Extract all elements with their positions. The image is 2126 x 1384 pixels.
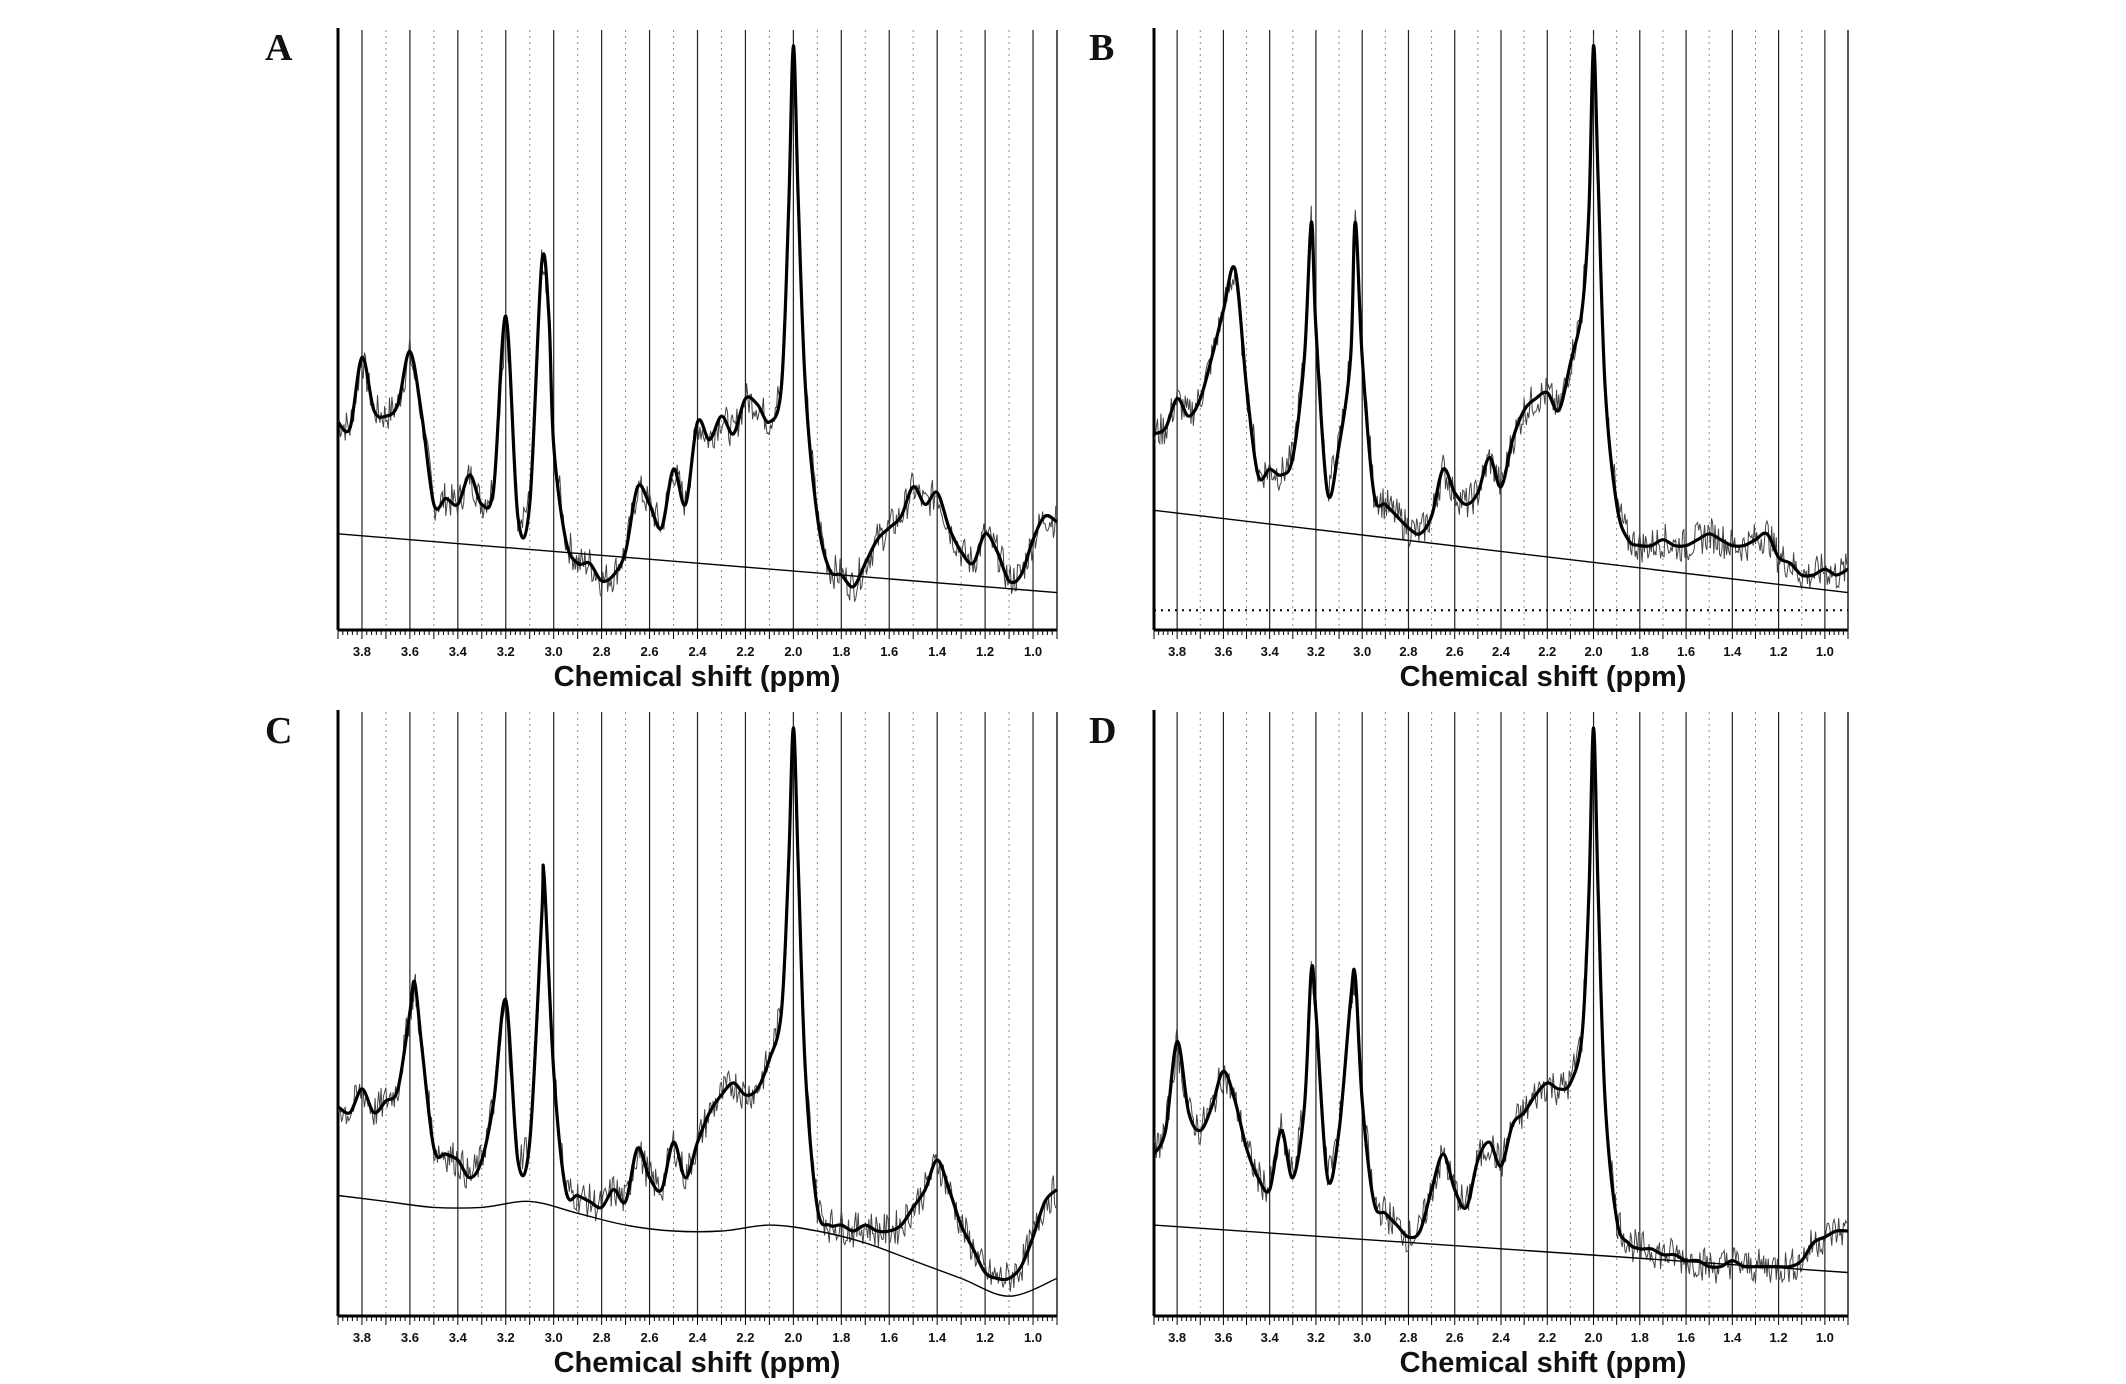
x-tick-label: 1.6 <box>880 1330 898 1345</box>
x-tick-label: 3.2 <box>1307 1330 1325 1345</box>
spectrum-panel-c: 3.8 3.6 3.4 3.2 3.0 2.8 2.6 2.4 2.2 2.0 1.8 1.6 1.4 1… <box>336 710 1059 1345</box>
x-tick-label: 2.6 <box>641 1330 659 1345</box>
spectrum-fit-line <box>336 44 1058 589</box>
spectrum-raw-trace <box>337 54 1057 602</box>
x-tick-label: 2.8 <box>593 644 611 659</box>
x-tick-label: 3.0 <box>545 1330 563 1345</box>
grid-lines <box>1176 30 1826 630</box>
x-tick-label: 3.6 <box>401 1330 419 1345</box>
x-tick-label: 3.6 <box>401 644 419 659</box>
baseline-line <box>1153 509 1849 594</box>
x-tick-label: 1.4 <box>928 1330 947 1345</box>
spectrum-fit-line <box>1152 726 1849 1269</box>
x-tick-label: 1.6 <box>880 644 898 659</box>
x-tick-label: 2.4 <box>688 1330 707 1345</box>
grid-lines <box>1176 712 1826 1316</box>
spectrum-panel-d: 3.8 3.6 3.4 3.2 3.0 2.8 2.6 2.4 2.2 2.0 1.8 1.6 1.4 1… <box>1152 710 1849 1345</box>
x-tick-label: 3.2 <box>497 1330 515 1345</box>
x-tick-label: 2.0 <box>1584 644 1602 659</box>
x-tick-label: 3.6 <box>1214 1330 1232 1345</box>
x-tick-label: 1.2 <box>976 1330 994 1345</box>
x-axis-ticks <box>1153 1316 1849 1325</box>
x-tick-label: 3.6 <box>1214 644 1232 659</box>
x-axis-ticks <box>1153 630 1849 639</box>
x-tick-label: 2.8 <box>1399 644 1417 659</box>
x-tick-label: 3.2 <box>1307 644 1325 659</box>
spectrum-fit-line <box>1153 44 1849 578</box>
x-tick-label: 3.0 <box>1353 1330 1371 1345</box>
x-tick-label: 2.8 <box>1399 1330 1417 1345</box>
x-tick-label: 3.4 <box>1261 1330 1280 1345</box>
spectrum-panel-a: 3.8 3.6 3.4 3.2 3.0 2.8 2.6 2.4 2.2 2.0 1.8 1.6 1.4 1… <box>336 28 1058 659</box>
x-tick-label: 1.6 <box>1677 1330 1695 1345</box>
x-tick-label: 1.0 <box>1024 644 1042 659</box>
baseline-line <box>337 1194 1058 1297</box>
x-tick-label: 2.0 <box>784 644 802 659</box>
x-tick-label: 3.0 <box>1353 644 1371 659</box>
x-tick-label: 1.0 <box>1816 1330 1834 1345</box>
panel-letter-d: D <box>1089 710 1116 752</box>
x-tick-label: 2.2 <box>1538 1330 1556 1345</box>
x-tick-label: 1.8 <box>832 1330 850 1345</box>
x-tick-label: 3.4 <box>449 1330 468 1345</box>
x-tick-label: 3.0 <box>545 644 563 659</box>
x-tick-label: 1.0 <box>1816 644 1834 659</box>
x-tick-label: 3.8 <box>353 1330 371 1345</box>
x-tick-label: 3.8 <box>1168 644 1186 659</box>
baseline-line <box>337 533 1058 594</box>
x-tick-label: 2.6 <box>641 644 659 659</box>
x-tick-label: 3.8 <box>1168 1330 1186 1345</box>
x-tick-label: 3.4 <box>1261 644 1280 659</box>
x-tick-label: 3.4 <box>449 644 468 659</box>
grid-lines <box>361 712 1034 1316</box>
baseline-line <box>1153 1224 1849 1274</box>
x-axis-label-c: Chemical shift (ppm) <box>554 1347 841 1379</box>
x-tick-label: 2.2 <box>1538 644 1556 659</box>
x-tick-label: 1.8 <box>832 644 850 659</box>
panel-letter-b: B <box>1089 27 1114 69</box>
x-tick-label: 1.4 <box>928 644 947 659</box>
x-tick-label: 2.6 <box>1446 644 1464 659</box>
x-tick-label: 2.6 <box>1446 1330 1464 1345</box>
x-tick-label: 2.2 <box>736 1330 754 1345</box>
x-tick-label: 1.2 <box>1770 644 1788 659</box>
x-tick-label: 3.2 <box>497 644 515 659</box>
x-tick-label: 2.4 <box>1492 1330 1511 1345</box>
x-axis-label-b: Chemical shift (ppm) <box>1400 661 1687 693</box>
panel-letter-a: A <box>265 27 293 69</box>
panel-letter-c: C <box>265 710 292 752</box>
x-tick-label: 2.8 <box>593 1330 611 1345</box>
grid-lines <box>361 30 1034 630</box>
spectrum-panel-b: 3.8 3.6 3.4 3.2 3.0 2.8 2.6 2.4 2.2 2.0 1.8 1.6 1.4 1… <box>1152 28 1849 659</box>
x-axis-ticks <box>337 1316 1058 1325</box>
x-tick-label: 1.8 <box>1631 644 1649 659</box>
x-tick-label: 1.0 <box>1024 1330 1042 1345</box>
x-axis-label-d: Chemical shift (ppm) <box>1400 1347 1687 1379</box>
x-tick-label: 2.0 <box>784 1330 802 1345</box>
x-tick-label: 2.4 <box>688 644 707 659</box>
x-tick-label: 2.4 <box>1492 644 1511 659</box>
x-tick-label: 1.4 <box>1723 644 1742 659</box>
x-tick-label: 2.2 <box>736 644 754 659</box>
x-tick-label: 1.4 <box>1723 1330 1742 1345</box>
x-tick-label: 1.2 <box>976 644 994 659</box>
x-tick-label: 1.6 <box>1677 644 1695 659</box>
x-tick-label: 1.2 <box>1770 1330 1788 1345</box>
x-tick-label: 1.8 <box>1631 1330 1649 1345</box>
spectrum-fit-line <box>337 726 1059 1282</box>
x-tick-label: 2.0 <box>1584 1330 1602 1345</box>
x-axis-ticks <box>337 630 1058 639</box>
x-axis-label-a: Chemical shift (ppm) <box>554 661 841 693</box>
x-tick-label: 3.8 <box>353 644 371 659</box>
